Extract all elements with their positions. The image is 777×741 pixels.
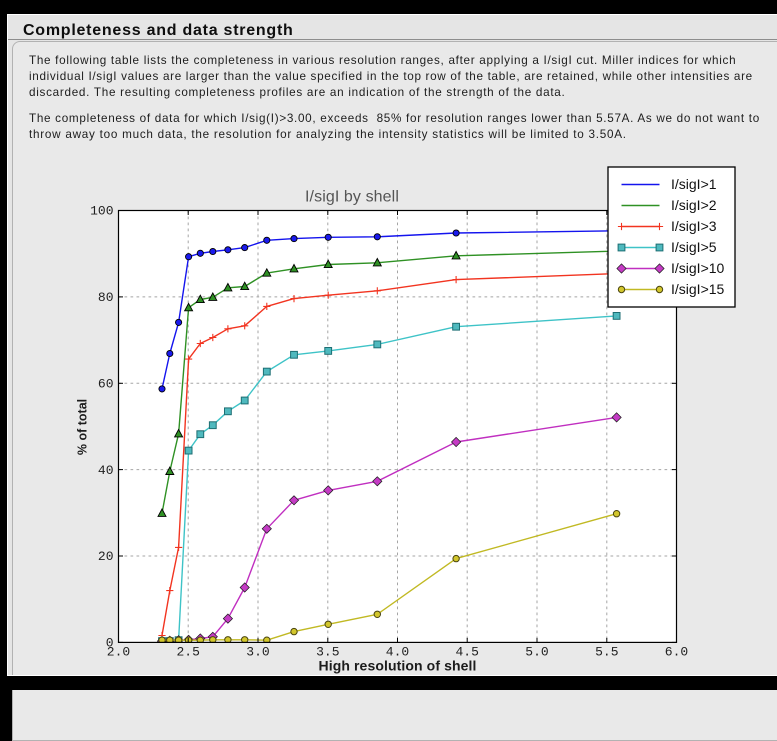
svg-text:I/sigI>10: I/sigI>10 [671, 260, 725, 276]
svg-text:2.0: 2.0 [107, 645, 130, 660]
svg-text:% of total: % of total [76, 399, 90, 455]
svg-text:6.0: 6.0 [665, 645, 688, 660]
svg-text:I/sigI>5: I/sigI>5 [671, 239, 717, 255]
svg-text:40: 40 [98, 463, 114, 478]
svg-text:I/sigI>3: I/sigI>3 [671, 218, 717, 234]
svg-text:5.5: 5.5 [595, 645, 618, 660]
svg-text:3.0: 3.0 [246, 645, 269, 660]
svg-text:4.0: 4.0 [386, 645, 409, 660]
svg-text:20: 20 [98, 549, 114, 564]
svg-text:High resolution of shell: High resolution of shell [319, 658, 477, 674]
svg-text:I/sigI by shell: I/sigI by shell [305, 189, 399, 206]
svg-text:2.5: 2.5 [176, 645, 199, 660]
svg-text:5.0: 5.0 [525, 645, 548, 660]
svg-text:60: 60 [98, 377, 114, 392]
svg-text:I/sigI>1: I/sigI>1 [671, 176, 717, 192]
svg-text:80: 80 [98, 290, 114, 305]
svg-text:I/sigI>15: I/sigI>15 [671, 281, 725, 297]
svg-text:100: 100 [90, 204, 113, 219]
svg-text:I/sigI>2: I/sigI>2 [671, 197, 717, 213]
svg-text:3.5: 3.5 [316, 645, 339, 660]
svg-text:0: 0 [106, 636, 114, 651]
svg-text:4.5: 4.5 [455, 645, 478, 660]
